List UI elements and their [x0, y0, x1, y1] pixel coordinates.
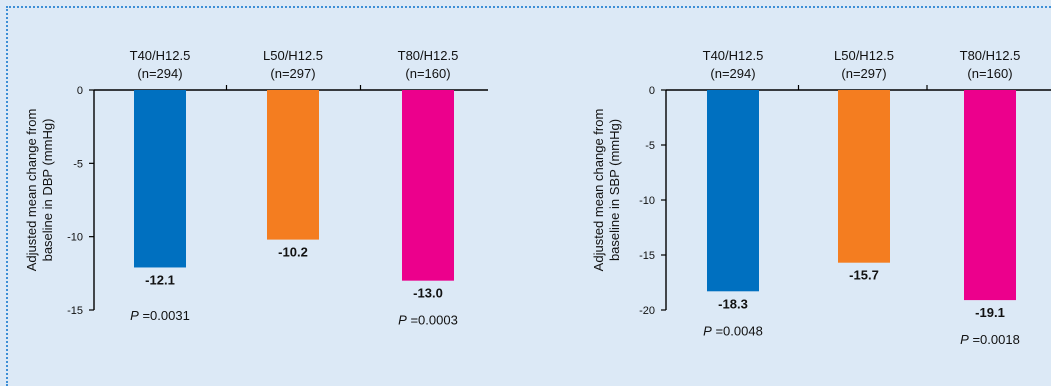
- p-value-label: P =0.0031: [130, 308, 190, 323]
- p-value-text: =0.0003: [407, 313, 458, 328]
- n-label: (n=160): [967, 66, 1012, 81]
- bar: [707, 90, 759, 292]
- category-label: L50/H12.5: [834, 48, 894, 63]
- category-label: T80/H12.5: [960, 48, 1021, 63]
- value-label: -15.7: [849, 268, 879, 283]
- bar: [838, 90, 890, 263]
- p-value-label: P =0.0048: [703, 323, 763, 338]
- value-label: -10.2: [278, 245, 308, 260]
- y-tick-label: -5: [645, 140, 655, 152]
- y-axis-label-line1: Adjusted mean change from: [24, 109, 39, 272]
- category-label: T80/H12.5: [398, 48, 459, 63]
- value-label: -18.3: [718, 296, 748, 311]
- p-value-text: =0.0018: [969, 332, 1020, 347]
- y-tick-label: -5: [73, 158, 83, 170]
- dbp-chart: 0 -5 -10 -15 Adjusted mean change from baseli…: [24, 48, 488, 328]
- n-label: (n=294): [137, 66, 182, 81]
- category-label: L50/H12.5: [263, 48, 323, 63]
- y-axis-label-line2: baseline in DBP (mmHg): [40, 119, 55, 262]
- y-tick-label: -15: [639, 250, 655, 262]
- p-value-prefix: P: [703, 323, 712, 338]
- p-value-text: =0.0048: [712, 323, 763, 338]
- bar: [267, 90, 319, 240]
- n-label: (n=297): [841, 66, 886, 81]
- bar: [964, 90, 1016, 301]
- p-value-label: P =0.0018: [960, 332, 1020, 347]
- p-value-prefix: P: [960, 332, 969, 347]
- y-tick-label: -10: [67, 232, 83, 244]
- y-tick-label: 0: [77, 85, 83, 97]
- category-label: T40/H12.5: [130, 48, 191, 63]
- p-value-label: P =0.0003: [398, 313, 458, 328]
- y-tick-label: 0: [649, 85, 655, 97]
- p-value-prefix: P: [398, 313, 407, 328]
- y-axis-label-line2: baseline in SBP (mmHg): [607, 119, 622, 261]
- n-label: (n=160): [405, 66, 450, 81]
- bar: [134, 90, 186, 268]
- value-label: -13.0: [413, 286, 443, 301]
- n-label: (n=297): [270, 66, 315, 81]
- value-label: -12.1: [145, 272, 175, 287]
- y-tick-label: -20: [639, 305, 655, 317]
- bar: [402, 90, 454, 281]
- category-label: T40/H12.5: [703, 48, 764, 63]
- n-label: (n=294): [710, 66, 755, 81]
- figure-border: [6, 6, 1051, 386]
- y-axis-label-line1: Adjusted mean change from: [591, 109, 606, 272]
- y-tick-label: -10: [639, 195, 655, 207]
- p-value-prefix: P: [130, 308, 139, 323]
- y-tick-label: -15: [67, 305, 83, 317]
- p-value-text: =0.0031: [139, 308, 190, 323]
- sbp-chart: 0 -5 -10 -15 -20 Adjusted mean change from bas…: [591, 48, 1051, 347]
- value-label: -19.1: [975, 305, 1005, 320]
